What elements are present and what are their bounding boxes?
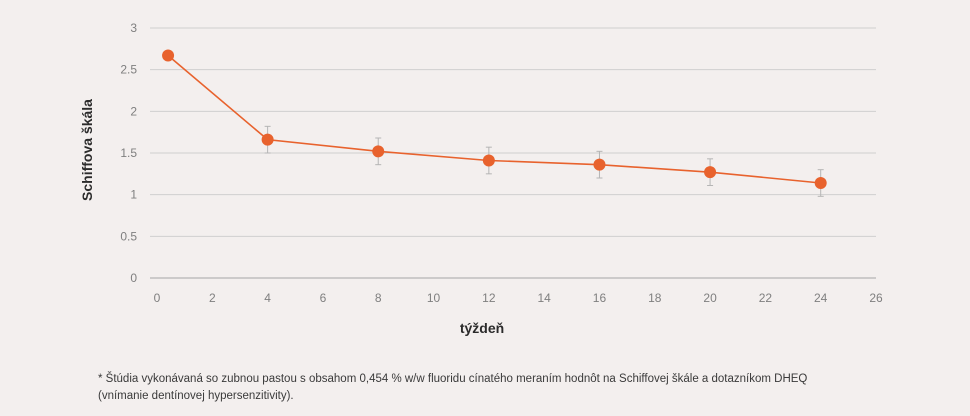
x-tick-label: 22 <box>759 291 773 305</box>
x-tick-label: 0 <box>154 291 161 305</box>
footnote-line-2: (vnímanie dentínovej hypersenzitivity). <box>98 390 294 402</box>
y-tick-label: 0.5 <box>120 229 137 243</box>
data-point <box>704 166 717 179</box>
series-line <box>167 54 821 184</box>
x-tick-label: 24 <box>814 291 828 305</box>
y-tick-label: 1 <box>130 188 137 202</box>
y-tick-label: 2 <box>130 104 137 118</box>
footnote-line-1: * Štúdia vykonávaná so zubnou pastou s o… <box>98 373 808 385</box>
x-tick-label: 2 <box>209 291 216 305</box>
x-tick-label: 12 <box>482 291 496 305</box>
x-tick-label: 16 <box>593 291 607 305</box>
data-point <box>593 158 606 171</box>
y-tick-label: 0 <box>130 271 137 285</box>
x-tick-label: 20 <box>703 291 717 305</box>
y-axis-title: Schiffova škála <box>79 99 95 201</box>
x-tick-label: 14 <box>537 291 551 305</box>
x-tick-label: 6 <box>320 291 327 305</box>
line-chart: 00.511.522.530 2 4 6 8 10 12 14 16 18 20 22 24 26týžd… <box>79 21 883 336</box>
y-tick-label: 2.5 <box>120 63 137 77</box>
x-axis-title: týždeň <box>460 320 504 336</box>
x-tick-label: 26 <box>869 291 883 305</box>
data-point <box>814 177 827 189</box>
data-point <box>261 133 274 146</box>
x-tick-label: 18 <box>648 291 662 305</box>
footnote: * Štúdia vykonávaná so zubnou pastou s o… <box>98 371 898 405</box>
data-point <box>162 49 175 62</box>
y-tick-label: 1.5 <box>120 146 137 160</box>
x-tick-label: 8 <box>375 291 382 305</box>
x-tick-label: 10 <box>427 291 441 305</box>
y-tick-label: 3 <box>130 21 137 35</box>
data-point <box>482 154 495 167</box>
data-point <box>372 145 385 158</box>
x-tick-label: 4 <box>264 291 271 305</box>
